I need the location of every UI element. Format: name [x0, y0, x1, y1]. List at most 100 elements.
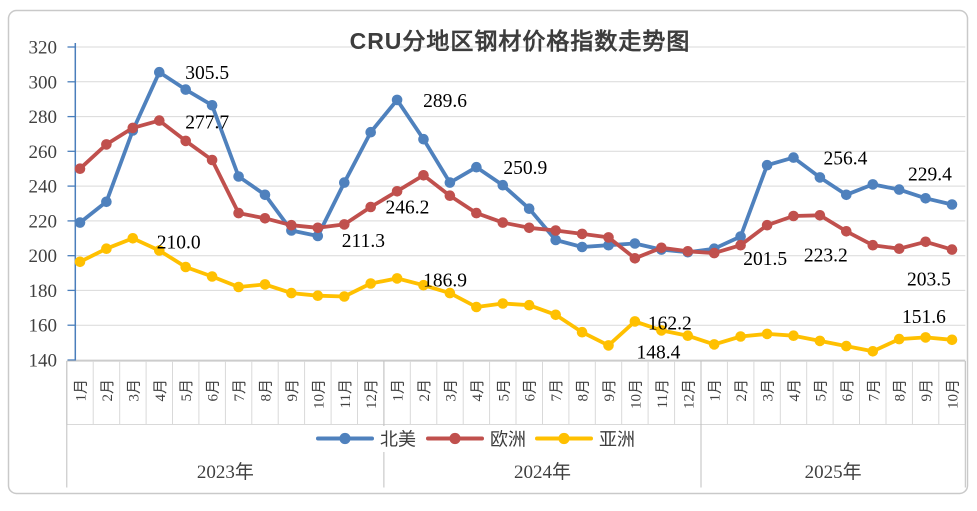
month-tick-label: 6月 — [840, 379, 856, 402]
point-north-america-14 — [444, 177, 456, 188]
point-europe-15 — [471, 207, 482, 219]
point-europe-14 — [444, 190, 456, 201]
point-asia-2 — [127, 233, 139, 244]
data-label-151.6: 151.6 — [902, 307, 946, 328]
month-tick-label: 12月 — [364, 379, 380, 409]
legend-label-north-america: 北美 — [380, 430, 416, 450]
month-tick-label: 10月 — [628, 379, 644, 409]
point-europe-2 — [127, 122, 139, 134]
point-europe-18 — [550, 225, 561, 236]
y-tick-label-180: 180 — [29, 281, 58, 302]
point-north-america-7 — [259, 189, 271, 201]
legend-label-asia: 亚洲 — [599, 430, 635, 450]
point-north-america-27 — [788, 152, 799, 163]
data-label-305.5: 305.5 — [185, 63, 229, 84]
month-axis: 1月 2月 3月 4月 5月 6月 7月 8月 9月 10月 11月 12月 1月 2月 3月 4月 5月 6月 7… — [66, 361, 966, 425]
data-label-277.7: 277.7 — [185, 113, 229, 134]
data-label-250.9: 250.9 — [503, 158, 547, 179]
point-north-america-11 — [365, 126, 377, 138]
series-asia — [74, 233, 958, 357]
point-north-america-28 — [814, 172, 826, 183]
point-asia-32 — [920, 332, 931, 343]
gridlines — [75, 46, 966, 361]
point-europe-17 — [523, 222, 535, 234]
point-asia-25 — [735, 331, 746, 342]
legend-label-europe: 欧洲 — [490, 430, 526, 450]
month-tick-label: 8月 — [576, 379, 592, 402]
point-europe-29 — [841, 226, 852, 237]
month-tick-label: 6月 — [206, 379, 222, 402]
point-europe-20 — [603, 232, 614, 243]
point-asia-21 — [629, 316, 641, 327]
data-label-203.5: 203.5 — [907, 270, 951, 291]
month-tick-label: 5月 — [496, 379, 512, 402]
point-europe-0 — [74, 163, 86, 174]
y-axis: 140 160 180 200 220 240 260 280 300 320 — [29, 38, 77, 372]
point-europe-16 — [497, 217, 509, 228]
point-north-america-21 — [629, 238, 641, 249]
y-tick-label-240: 240 — [29, 177, 58, 198]
series-line-north-america — [78, 70, 954, 255]
point-asia-18 — [550, 309, 561, 321]
y-tick-label-200: 200 — [29, 246, 58, 267]
point-asia-14 — [444, 287, 456, 299]
data-label-201.5: 201.5 — [743, 249, 787, 270]
point-asia-17 — [523, 299, 535, 311]
point-asia-16 — [497, 298, 509, 309]
point-europe-5 — [206, 154, 218, 166]
data-label-210.0: 210.0 — [157, 232, 201, 253]
legend-marker-asia — [558, 432, 570, 445]
point-europe-9 — [312, 222, 324, 234]
point-asia-22 — [656, 325, 667, 336]
point-europe-30 — [867, 239, 879, 251]
point-europe-11 — [365, 201, 377, 213]
point-asia-1 — [101, 243, 112, 254]
data-label-148.4: 148.4 — [637, 342, 681, 363]
point-asia-4 — [180, 261, 191, 273]
legend-item-asia: 亚洲 — [535, 430, 635, 450]
point-europe-12 — [391, 186, 403, 197]
month-tick-label: 4月 — [470, 379, 486, 402]
point-europe-10 — [339, 219, 350, 230]
point-asia-10 — [339, 291, 350, 302]
point-asia-23 — [682, 330, 694, 342]
point-asia-5 — [206, 271, 218, 282]
month-tick-label: 5月 — [813, 379, 829, 402]
point-asia-6 — [233, 281, 244, 293]
point-asia-26 — [761, 328, 773, 340]
point-north-america-5 — [206, 100, 218, 111]
y-tick-label-280: 280 — [29, 107, 58, 128]
point-asia-13 — [418, 279, 429, 291]
month-tick-label: 2月 — [100, 379, 116, 402]
data-label-186.9: 186.9 — [423, 270, 467, 291]
legend: 北美 欧洲 亚洲 — [310, 426, 650, 452]
data-label-246.2: 246.2 — [386, 197, 430, 218]
point-north-america-26 — [761, 159, 773, 171]
month-tick-label: 9月 — [285, 379, 301, 402]
point-europe-4 — [180, 135, 191, 147]
data-label-223.2: 223.2 — [804, 245, 848, 266]
month-tick-label: 3月 — [126, 379, 142, 402]
month-tick-label: 1月 — [74, 379, 90, 402]
point-asia-20 — [603, 340, 614, 351]
legend-item-north-america: 北美 — [316, 430, 416, 450]
point-europe-32 — [920, 236, 931, 248]
point-north-america-30 — [867, 179, 879, 190]
point-north-america-4 — [180, 84, 191, 95]
point-asia-28 — [814, 335, 826, 347]
point-asia-27 — [788, 330, 799, 342]
y-tick-label-300: 300 — [29, 72, 58, 93]
month-tick-label: 4月 — [153, 379, 169, 402]
month-tick-label: 11月 — [338, 379, 354, 408]
point-asia-31 — [893, 333, 905, 345]
point-europe-24 — [708, 247, 720, 259]
point-north-america-33 — [946, 199, 958, 210]
month-tick-label: 3月 — [443, 379, 459, 402]
month-tick-label: 7月 — [866, 379, 882, 402]
point-asia-9 — [312, 290, 324, 302]
point-north-america-32 — [920, 193, 931, 204]
month-tick-label: 2月 — [734, 379, 750, 402]
month-tick-label: 1月 — [708, 379, 724, 402]
point-north-america-3 — [154, 66, 165, 78]
